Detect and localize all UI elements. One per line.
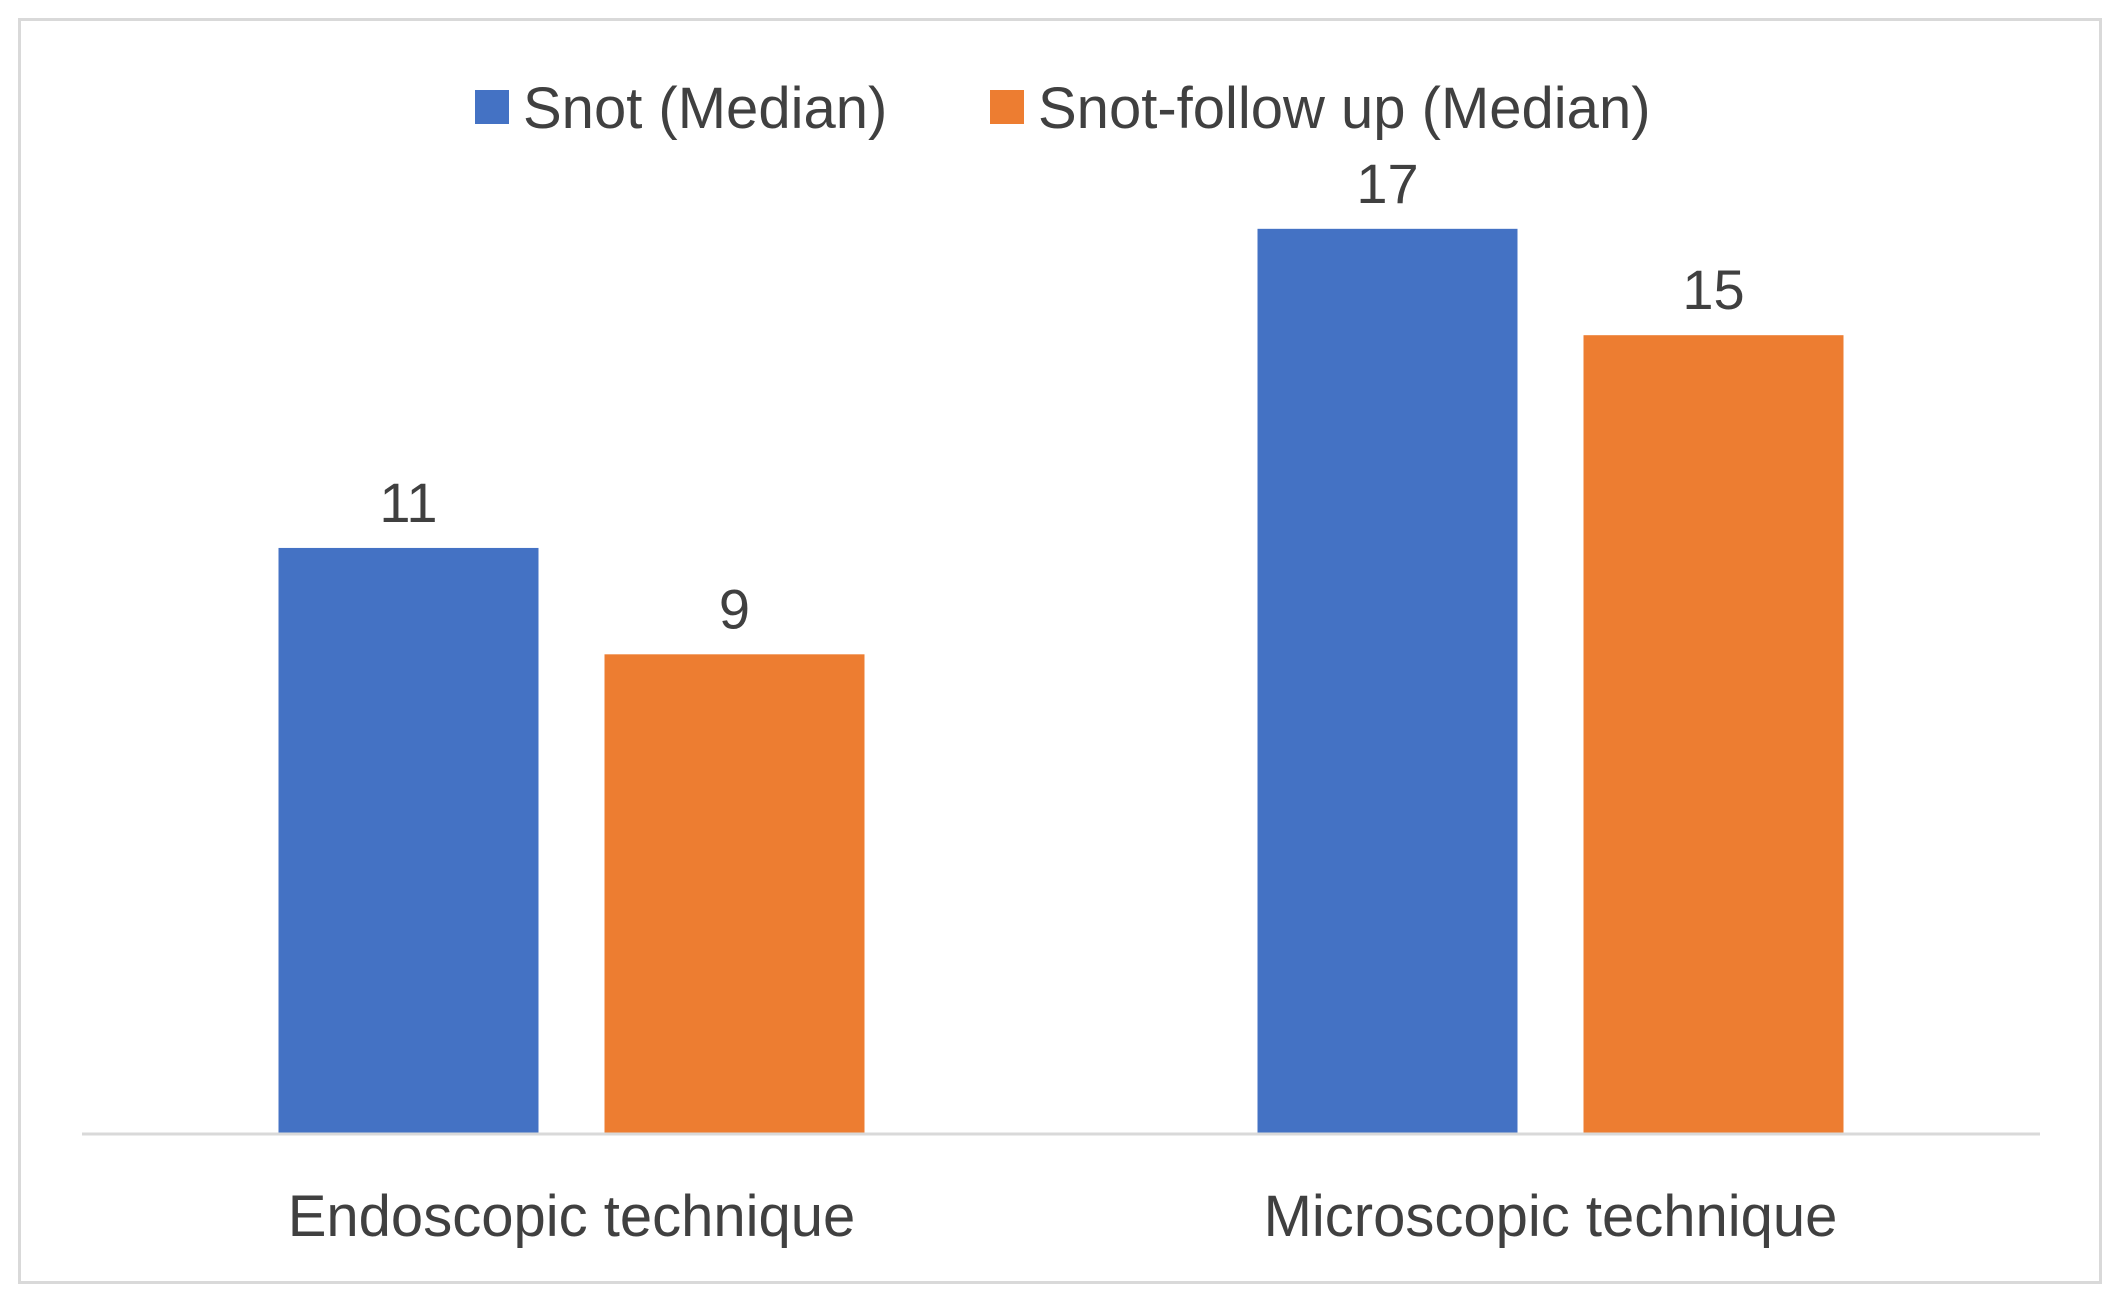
bar-snot-endoscopic [278, 547, 539, 1133]
legend: Snot (Median) Snot-follow up (Median) [475, 76, 1651, 141]
data-label-snot-follow-up-endoscopic: 9 [719, 577, 750, 640]
bars-group [278, 228, 1844, 1134]
category-labels-group: Endoscopic technique Microscopic techniq… [288, 1184, 1838, 1249]
category-label-endoscopic: Endoscopic technique [288, 1184, 856, 1249]
category-label-microscopic: Microscopic technique [1264, 1184, 1838, 1249]
bar-snot-microscopic [1257, 228, 1518, 1134]
legend-swatch-snot-follow-up [990, 90, 1024, 124]
data-label-snot-follow-up-microscopic: 15 [1682, 258, 1744, 321]
data-label-snot-endoscopic: 11 [379, 471, 437, 534]
legend-swatch-snot [475, 90, 509, 124]
legend-label-snot-follow-up: Snot-follow up (Median) [1038, 76, 1651, 141]
legend-label-snot: Snot (Median) [523, 76, 887, 141]
bar-snot-follow-up-microscopic [1583, 335, 1844, 1133]
data-label-snot-microscopic: 17 [1356, 152, 1418, 215]
data-labels-group: 11 9 17 15 [379, 152, 1744, 640]
bar-snot-follow-up-endoscopic [604, 654, 865, 1133]
